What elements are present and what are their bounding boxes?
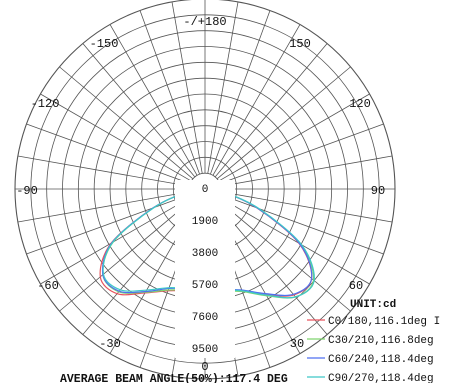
radial-tick-5700: 5700 [192, 280, 218, 292]
grid-spoke [171, 1, 203, 174]
grid-spoke [216, 198, 351, 312]
average-beam-angle: AVERAGE BEAM ANGLE(50%):117.4 DEG [60, 373, 288, 383]
radial-tick-7600: 7600 [192, 312, 218, 324]
grid-spoke [139, 10, 200, 175]
angle-label-60: 60 [349, 279, 363, 293]
legend: UNIT:cd C0/180,116.1deg I C30/210,116.8de… [307, 299, 440, 383]
grid-spoke [17, 191, 190, 223]
legend-label-3: C90/270,118.4deg [328, 373, 434, 383]
angle-label-minus120: -120 [31, 97, 60, 111]
grid-spoke [40, 93, 192, 182]
grid-spoke [26, 123, 191, 184]
grid-spoke [219, 194, 384, 255]
legend-label-1: C30/210,116.8deg [328, 335, 434, 347]
grid-spoke [220, 191, 393, 223]
angle-label-90: 90 [371, 184, 385, 198]
grid-spoke [212, 24, 301, 176]
unit-label: UNIT:cd [350, 299, 396, 311]
grid-spoke [40, 196, 192, 285]
legend-label-0: C0/180,116.1deg I [328, 316, 440, 328]
grid-spoke [59, 66, 194, 180]
angle-label-minus60: -60 [37, 279, 59, 293]
angle-label-minus30: -30 [99, 337, 121, 351]
radial-label-backdrop [175, 180, 235, 358]
angle-label-180: -/+180 [183, 15, 226, 29]
angle-label-minus90: -90 [16, 184, 38, 198]
grid-spoke [214, 43, 328, 178]
grid-spoke [220, 155, 393, 187]
angle-label-150: 150 [289, 37, 311, 51]
grid-spoke [218, 93, 370, 182]
legend-label-2: C60/240,118.4deg [328, 354, 434, 366]
grid-spoke [17, 155, 190, 187]
radial-tick-9500: 9500 [192, 344, 218, 356]
grid-spoke [59, 198, 194, 312]
grid-spoke [219, 123, 384, 184]
grid-spoke [216, 66, 351, 180]
grid-spoke [109, 24, 198, 176]
angle-label-0: 0 [201, 360, 208, 374]
grid-spoke [210, 10, 271, 175]
angle-label-minus150: -150 [90, 37, 119, 51]
radial-tick-0: 0 [202, 184, 209, 196]
radial-tick-3800: 3800 [192, 248, 218, 260]
radial-tick-1900: 1900 [192, 216, 218, 228]
grid-spoke [26, 194, 191, 255]
grid-spoke [207, 1, 239, 174]
grid-spoke [82, 43, 196, 178]
angle-label-120: 120 [349, 97, 371, 111]
grid-spoke [218, 196, 370, 285]
angle-label-30: 30 [290, 337, 304, 351]
